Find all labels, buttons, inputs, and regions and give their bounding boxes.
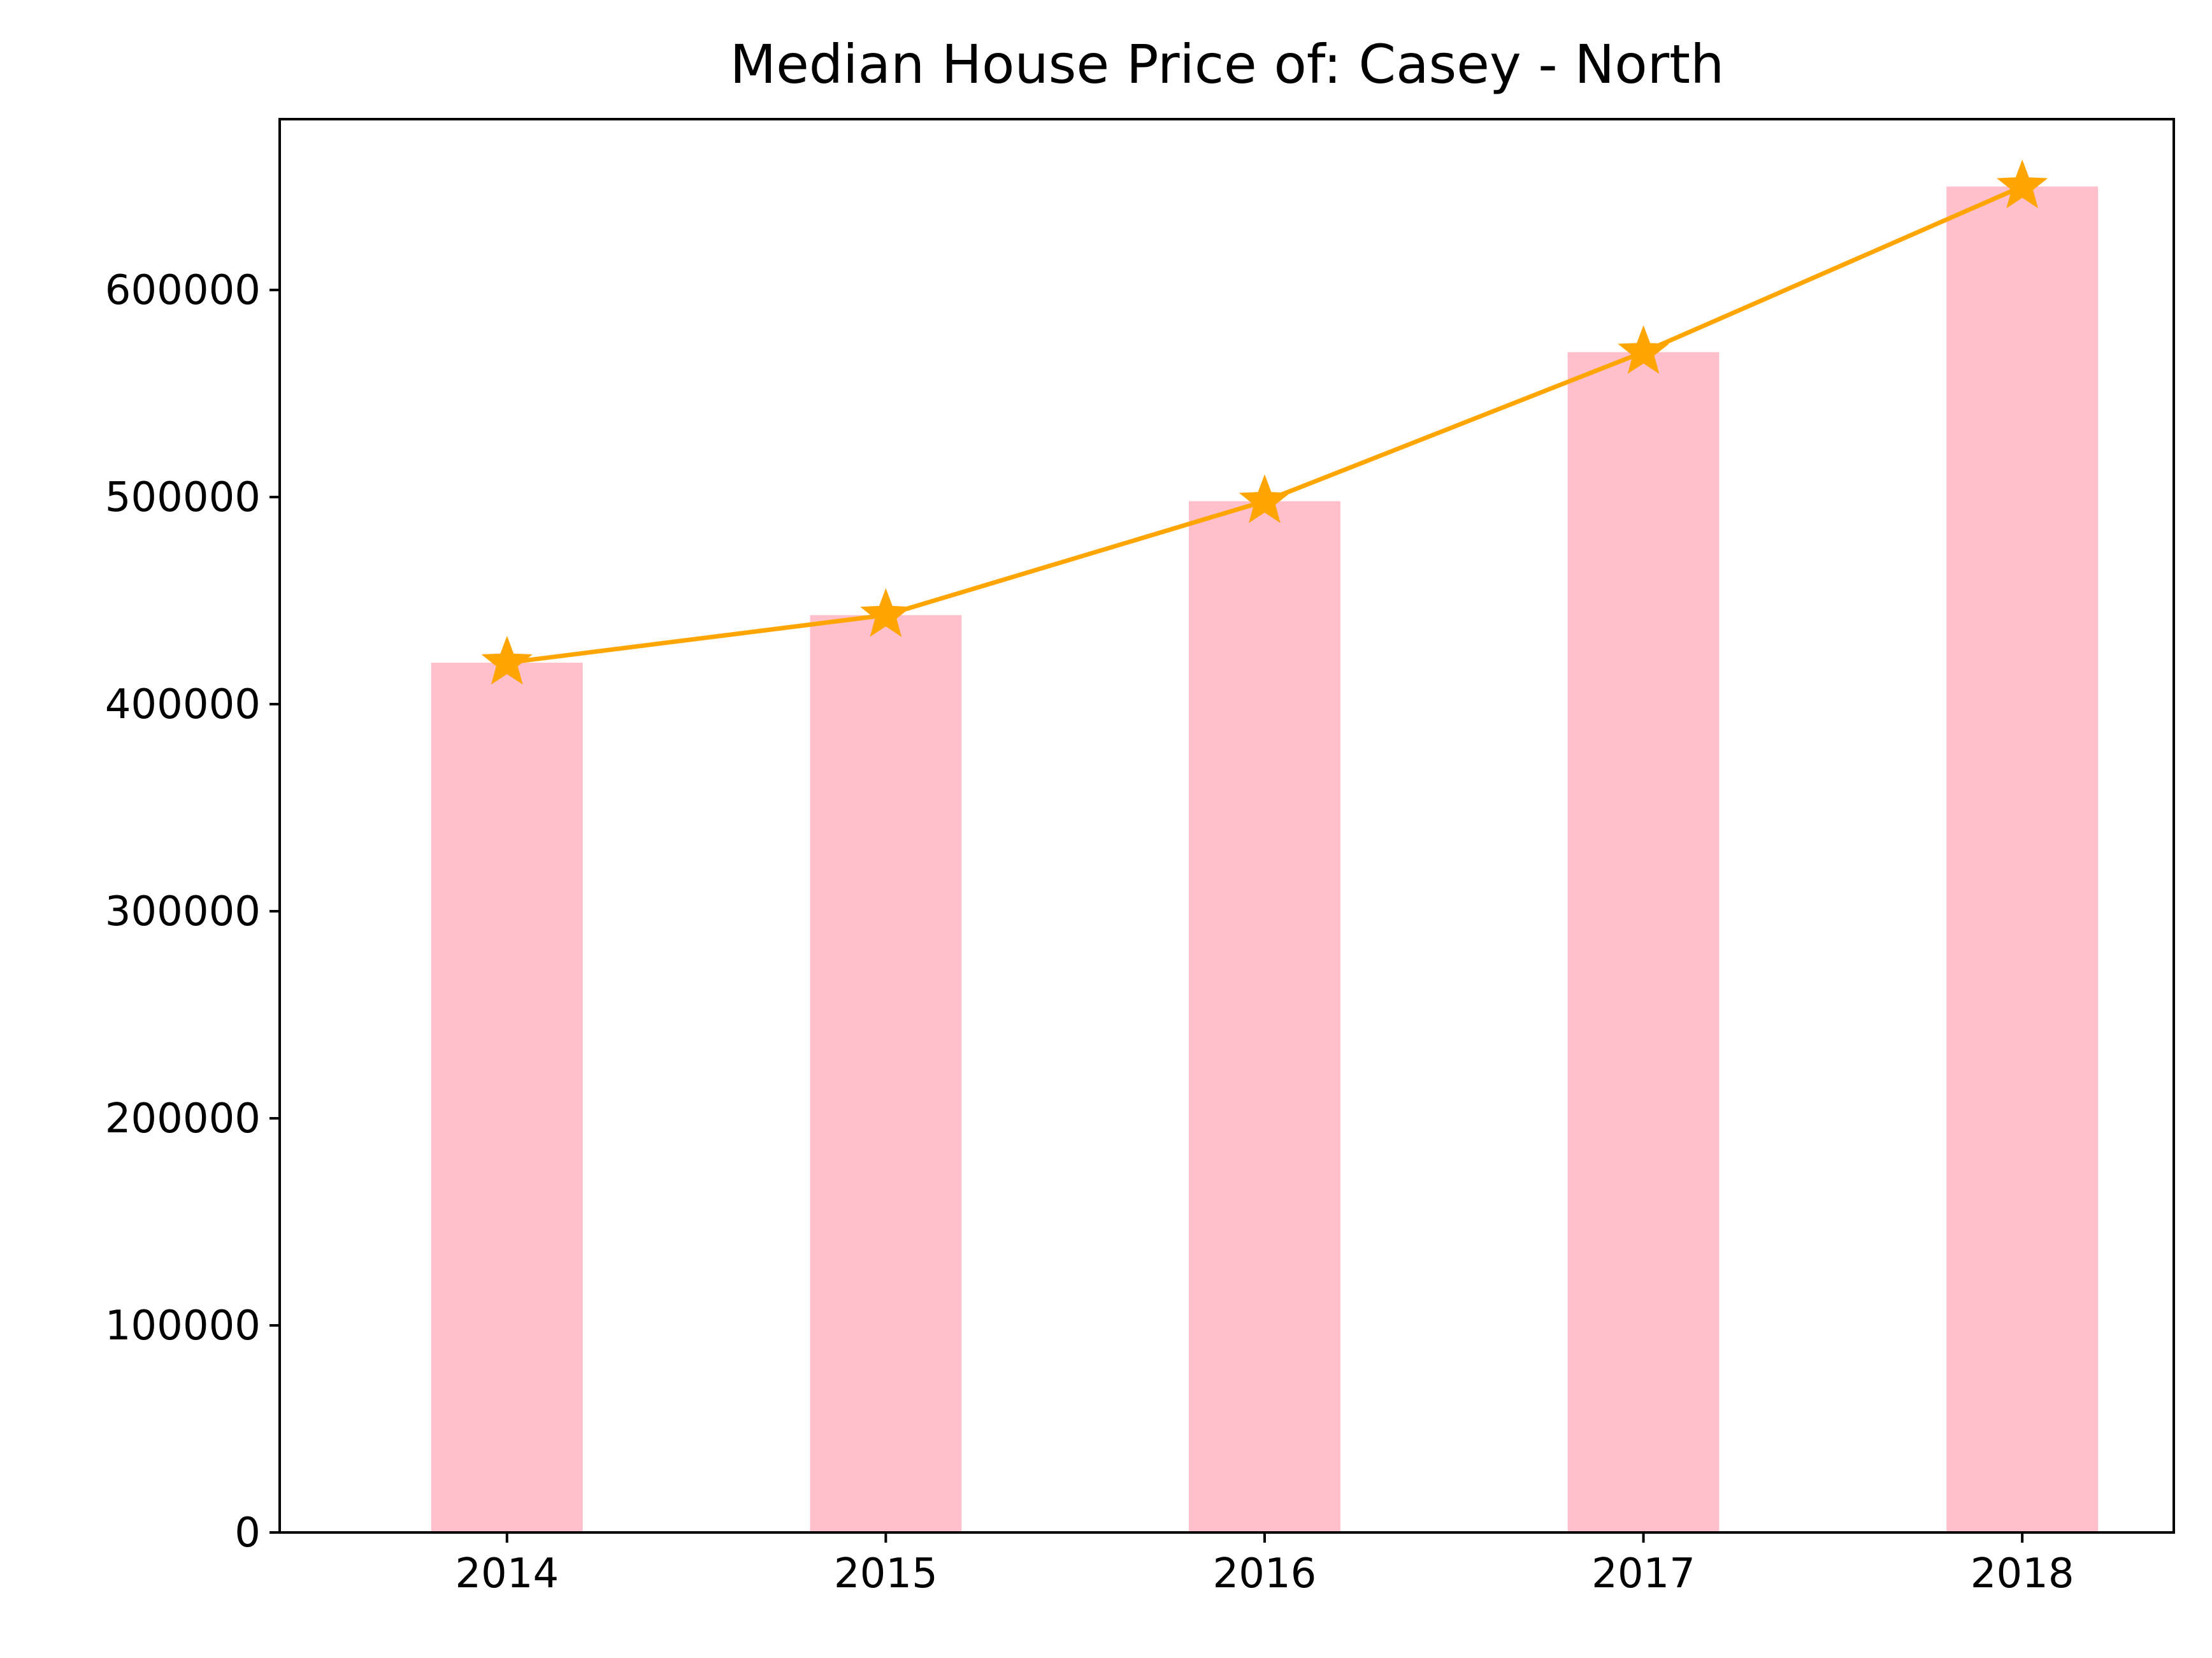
y-tick-label: 200000 [105,1095,261,1143]
x-tick-label: 2014 [455,1550,559,1597]
y-tick-label: 400000 [105,681,261,728]
y-tick-label: 500000 [105,474,261,521]
chart-title: Median House Price of: Casey - North [730,33,1725,96]
bar-2015 [810,615,962,1533]
y-tick-label: 600000 [105,267,261,314]
bar-2018 [1946,186,2099,1532]
line-point-2014 [481,635,533,685]
line-point-2017 [1618,325,1669,374]
bar-2017 [1567,352,1720,1532]
x-tick-label: 2017 [1591,1550,1695,1597]
line-series [481,159,2048,685]
bars [431,186,2099,1533]
y-axis: 0 100000 200000 300000 400000 500000 600000 [105,267,280,1557]
line-point-2015 [860,588,912,637]
line-point-2016 [1239,474,1291,523]
plot-frame [278,118,2175,1534]
x-tick-label: 2016 [1213,1550,1317,1597]
y-tick-label: 0 [234,1510,261,1557]
bar-2016 [1189,501,1340,1532]
x-axis: 2014 2015 2016 2017 2018 [455,1532,2074,1597]
line-point-2018 [1996,159,2048,208]
bar-2014 [431,663,583,1532]
x-tick-label: 2018 [1971,1550,2074,1597]
y-tick-label: 300000 [105,888,261,935]
y-tick-label: 100000 [105,1302,261,1350]
x-tick-label: 2015 [834,1550,938,1597]
